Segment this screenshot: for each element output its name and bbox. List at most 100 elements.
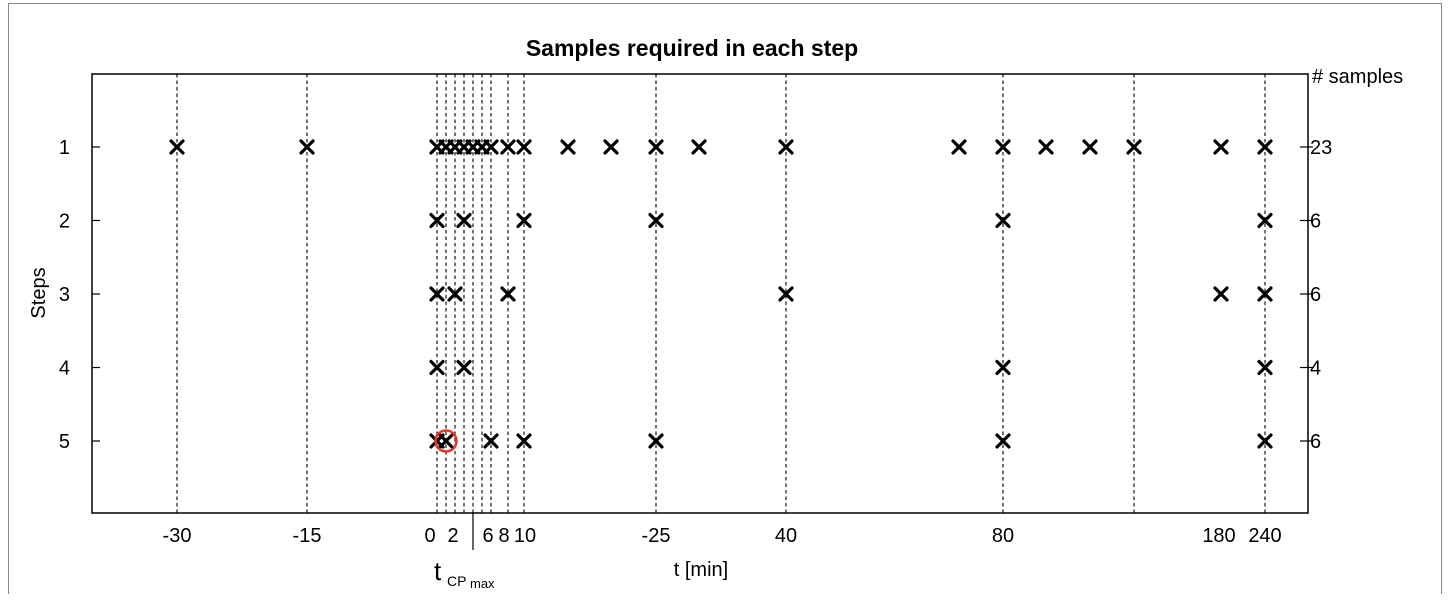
sample-mark-glyph (299, 139, 315, 155)
x-tick-label: 10 (514, 525, 536, 547)
sample-mark-glyph (560, 139, 576, 155)
sample-mark-glyph (1213, 139, 1229, 155)
y-tick-label: 5 (59, 431, 70, 453)
sample-mark (1038, 139, 1054, 155)
x-tick-label: 0 (424, 525, 435, 547)
x-tick-label: -25 (642, 525, 671, 547)
sample-mark (516, 212, 532, 229)
sample-mark (995, 212, 1011, 229)
sample-mark (429, 359, 445, 376)
sample-mark (648, 212, 664, 229)
sample-mark-glyph (1082, 139, 1098, 155)
grid-lines (176, 74, 1266, 513)
sample-mark-glyph (516, 139, 532, 155)
sample-mark (1126, 139, 1142, 155)
sample-mark (456, 359, 472, 376)
t-cp-max-subsub: max (470, 576, 495, 591)
sample-mark (429, 212, 445, 229)
sample-mark-glyph (1257, 286, 1273, 302)
sample-mark-glyph (483, 139, 499, 155)
sample-mark-glyph (483, 433, 499, 449)
sample-mark (456, 212, 472, 229)
y-tick-label: 1 (59, 137, 70, 159)
sample-mark (169, 139, 185, 155)
plot-area (91, 73, 1309, 514)
x-tick-label: 40 (775, 525, 797, 547)
sample-count-label: 6 (1310, 211, 1321, 233)
sample-mark (429, 286, 445, 302)
sample-marks (169, 139, 1273, 453)
x-tick-label: 6 (482, 525, 493, 547)
t-cp-max-label: t CP max (434, 513, 495, 591)
y-tick-label: 3 (59, 284, 70, 306)
sample-mark-glyph (778, 286, 794, 302)
t-cp-max-base: t (434, 556, 442, 586)
right-axis: 23 6 6 4 6 (1300, 137, 1332, 453)
sample-mark (995, 139, 1011, 155)
sample-mark-glyph (447, 286, 463, 302)
sample-mark (1213, 286, 1229, 302)
sample-mark-glyph (429, 212, 445, 229)
sample-mark-glyph (1257, 433, 1273, 449)
y-axis-label: Steps (28, 267, 50, 318)
x-tick-label: 8 (498, 525, 509, 547)
sample-mark-glyph (429, 286, 445, 302)
sample-mark-glyph (1038, 139, 1054, 155)
sample-mark (1257, 433, 1273, 449)
x-tick-label: 80 (992, 525, 1014, 547)
y-axis: 1 2 3 4 5 (59, 137, 100, 453)
t-cp-max-sub: CP (447, 573, 466, 589)
sample-mark-glyph (1213, 286, 1229, 302)
sample-mark-glyph (1257, 212, 1273, 229)
sample-mark (516, 433, 532, 449)
sample-mark-glyph (516, 433, 532, 449)
x-axis: -30 -15 0 2 6 8 10 -25 40 80 180 240 (163, 525, 1282, 547)
sample-mark (778, 286, 794, 302)
sample-mark-glyph (648, 139, 664, 155)
sample-mark (1257, 359, 1273, 376)
sample-mark (516, 139, 532, 155)
sample-mark-glyph (778, 139, 794, 155)
sample-mark (648, 139, 664, 155)
sample-mark (299, 139, 315, 155)
sample-mark (500, 286, 516, 302)
x-tick-label: -30 (163, 525, 192, 547)
sample-mark (560, 139, 576, 155)
sample-mark-glyph (1257, 359, 1273, 376)
sample-count-label: 6 (1310, 431, 1321, 453)
sample-mark (648, 433, 664, 449)
x-tick-label: -15 (293, 525, 322, 547)
sample-mark-glyph (951, 139, 967, 155)
sample-mark-glyph (456, 359, 472, 376)
sample-mark (951, 139, 967, 155)
sample-mark (995, 359, 1011, 376)
sample-mark (500, 139, 516, 155)
sample-mark-glyph (995, 212, 1011, 229)
sample-mark (483, 433, 499, 449)
sample-mark (447, 286, 463, 302)
sample-mark-glyph (648, 212, 664, 229)
sample-mark (1257, 212, 1273, 229)
sample-mark (1213, 139, 1229, 155)
sample-mark (603, 139, 619, 155)
y-tick-label: 4 (59, 358, 70, 380)
sample-mark-glyph (648, 433, 664, 449)
sample-mark (483, 139, 499, 155)
y-tick-label: 2 (59, 211, 70, 233)
sample-mark-glyph (995, 359, 1011, 376)
sample-mark-glyph (691, 139, 707, 155)
sample-mark-glyph (995, 433, 1011, 449)
sample-mark-glyph (438, 433, 454, 449)
sample-mark-glyph (1257, 139, 1273, 155)
sample-mark (1257, 139, 1273, 155)
sample-mark-glyph (516, 212, 532, 229)
sample-mark-glyph (500, 286, 516, 302)
sample-mark-glyph (1126, 139, 1142, 155)
sample-mark (1082, 139, 1098, 155)
sample-count-label: 23 (1310, 137, 1332, 159)
x-axis-label: t [min] (674, 559, 728, 581)
sample-mark-glyph (169, 139, 185, 155)
sample-mark (778, 139, 794, 155)
